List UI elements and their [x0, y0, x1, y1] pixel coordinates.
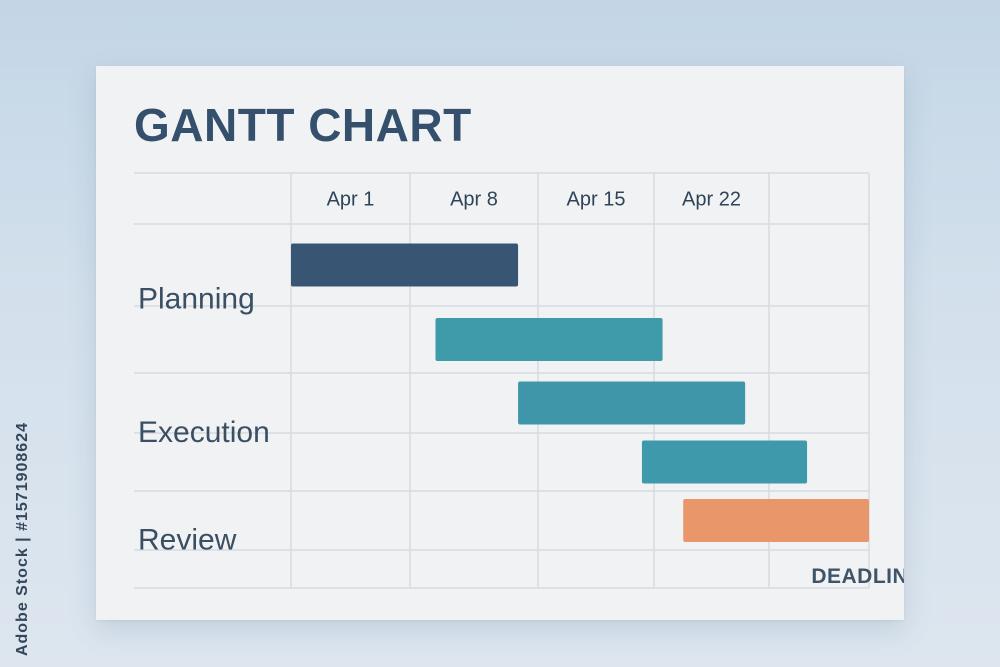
task-label: Review	[138, 524, 237, 557]
gantt-bar	[518, 381, 746, 425]
x-tick-label: Apr 15	[567, 189, 626, 211]
x-tick-label: Apr 8	[450, 189, 498, 211]
x-tick-label: Apr 1	[327, 189, 375, 211]
chart-card: GANTT CHART Apr 1 Apr 8 Apr 15 Apr 22 Planni…	[96, 66, 904, 620]
chart-title: GANTT CHART	[134, 99, 472, 151]
task-label: Planning	[138, 283, 255, 316]
gantt-chart: Apr 1 Apr 8 Apr 15 Apr 22 Planning Execution R…	[134, 172, 904, 589]
gantt-bar	[641, 440, 808, 484]
gantt-bar	[435, 318, 663, 361]
gantt-bar	[291, 243, 519, 287]
stock-watermark: Adobe Stock | #1571908624	[14, 422, 31, 657]
x-tick-label: Apr 22	[682, 189, 741, 211]
gantt-bar	[683, 499, 869, 542]
task-label: Execution	[138, 416, 270, 449]
deadline-label: DEADLINE	[811, 565, 904, 588]
